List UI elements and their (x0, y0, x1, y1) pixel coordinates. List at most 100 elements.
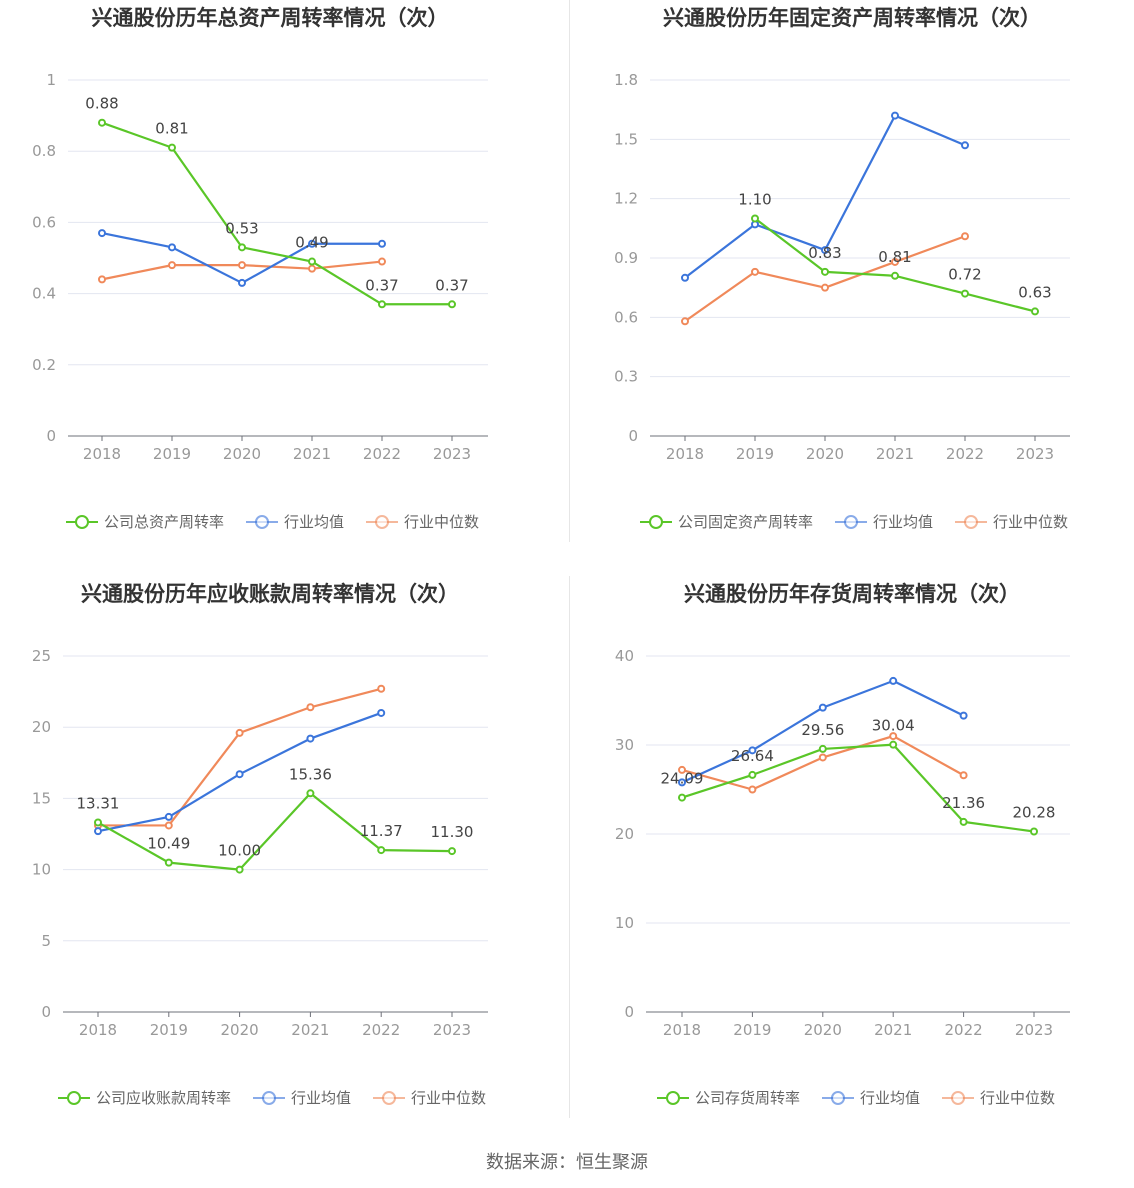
point-company (821, 267, 829, 276)
legend-swatch-marker (75, 515, 89, 529)
point-company (448, 847, 456, 856)
point-company (448, 300, 456, 309)
legend-swatch-marker (375, 515, 389, 529)
point-industry-median (818, 753, 827, 762)
y-tick-label: 0.6 (614, 308, 638, 326)
data-label-company: 13.31 (77, 794, 120, 812)
x-tick-label: 2020 (221, 1021, 259, 1039)
legend-swatch-marker (262, 1091, 276, 1105)
data-label-company: 26.64 (731, 747, 774, 765)
point-industry-avg (164, 812, 173, 821)
point-industry-median (168, 261, 176, 270)
data-label-company: 10.49 (147, 835, 190, 853)
data-source-note: 数据来源：恒生聚源 (486, 1152, 648, 1173)
x-tick-label: 2022 (945, 1021, 983, 1039)
legend-label: 行业均值 (873, 513, 933, 531)
legend-item-company: 公司总资产周转率 (66, 513, 224, 531)
y-tick-label: 0 (624, 1003, 634, 1021)
point-company (168, 143, 176, 152)
data-label-company: 11.30 (431, 823, 474, 841)
y-tick-label: 0 (628, 427, 638, 445)
legend-label: 行业中位数 (411, 1089, 486, 1107)
data-label-company: 0.37 (365, 276, 398, 294)
legend-label: 行业均值 (284, 513, 344, 531)
point-industry-avg (891, 111, 899, 120)
point-industry-median (748, 785, 757, 794)
point-company (818, 744, 827, 753)
point-industry-median (306, 703, 315, 712)
point-industry-avg (961, 141, 969, 150)
chart-title: 兴通股份历年固定资产周转率情况（次） (663, 6, 1041, 30)
y-tick-label: 20 (32, 718, 51, 736)
point-industry-avg (238, 278, 246, 287)
panel-divider-bottom (569, 576, 570, 1118)
point-industry-avg (959, 711, 968, 720)
chart-panel-fixed-asset-turnover: 兴通股份历年固定资产周转率情况（次） 0 0.3 0.6 0.9 1.2 1.5 1.8 201… (567, 0, 1134, 576)
legend-label: 行业中位数 (404, 513, 479, 531)
point-industry-avg (94, 827, 102, 836)
data-label-company: 0.37 (435, 276, 468, 294)
point-industry-median (889, 732, 898, 741)
legend-item-company: 公司存货周转率 (657, 1089, 800, 1107)
legend-swatch-marker (666, 1091, 680, 1105)
x-tick-label: 2019 (733, 1021, 771, 1039)
legend-item-company: 公司应收账款周转率 (58, 1089, 231, 1107)
x-tick-label: 2020 (223, 445, 261, 463)
data-label-company: 0.81 (878, 248, 911, 266)
series-line-industry-avg (101, 232, 382, 285)
x-tick-label: 2021 (876, 445, 914, 463)
x-tick-label: 2021 (874, 1021, 912, 1039)
legend-swatch-marker (382, 1091, 396, 1105)
y-tick-label: 40 (615, 647, 634, 665)
data-label-company: 21.36 (942, 794, 985, 812)
data-label-company: 24.09 (661, 770, 704, 788)
point-industry-median (821, 283, 829, 292)
legend-label: 行业中位数 (993, 513, 1068, 531)
x-tick-label: 2019 (150, 1021, 188, 1039)
x-tick-label: 2023 (1015, 1021, 1053, 1039)
point-industry-avg (818, 703, 827, 712)
y-tick-label: 1.8 (614, 71, 638, 89)
chart-svg-3: 兴通股份历年应收账款周转率情况（次） 0 5 10 15 20 25 2018 2019 2020… (32, 582, 488, 1107)
data-label-company: 11.37 (360, 822, 403, 840)
legend-label: 公司存货周转率 (695, 1089, 800, 1107)
point-industry-avg (889, 676, 898, 685)
point-industry-avg (306, 734, 315, 743)
data-label-company: 0.81 (155, 120, 188, 138)
legend-label: 公司应收账款周转率 (96, 1089, 231, 1107)
legend-item-industry-median: 行业中位数 (366, 513, 479, 531)
point-industry-avg (308, 239, 316, 248)
legend-label: 公司固定资产周转率 (678, 513, 813, 531)
point-company (94, 818, 102, 827)
x-tick-label: 2021 (293, 445, 331, 463)
series-line-company (681, 743, 1035, 833)
point-company (891, 271, 899, 280)
point-industry-median (308, 264, 316, 273)
point-company (889, 740, 898, 749)
data-label-company: 0.88 (85, 95, 118, 113)
data-label-company: 0.53 (225, 219, 258, 237)
point-company (751, 214, 759, 223)
y-tick-label: 1.2 (614, 190, 638, 208)
x-tick-label: 2020 (804, 1021, 842, 1039)
chart-panel-total-asset-turnover: 兴通股份历年总资产周转率情况（次） 0 0.2 0.4 0.6 0.8 1 2018 2019 2… (0, 0, 567, 576)
point-industry-median (164, 821, 173, 830)
legend-item-industry-avg: 行业均值 (835, 513, 933, 531)
legend-item-industry-median: 行业中位数 (942, 1089, 1055, 1107)
x-tick-label: 2022 (946, 445, 984, 463)
point-industry-median (959, 771, 968, 780)
x-tick-label: 2022 (362, 1021, 400, 1039)
legend-item-industry-avg: 行业均值 (253, 1089, 351, 1107)
point-industry-median (751, 267, 759, 276)
chart-panel-inventory-turnover: 兴通股份历年存货周转率情况（次） 0 10 20 30 40 2018 2019 2020 202… (567, 576, 1134, 1152)
y-tick-label: 20 (615, 825, 634, 843)
y-tick-label: 1 (46, 71, 56, 89)
chart-svg-2: 兴通股份历年固定资产周转率情况（次） 0 0.3 0.6 0.9 1.2 1.5 1.8 201… (614, 6, 1070, 531)
y-tick-label: 0.9 (614, 249, 638, 267)
legend-item-industry-median: 行业中位数 (955, 513, 1068, 531)
data-label-company: 0.49 (295, 234, 328, 252)
data-label-company: 30.04 (872, 717, 915, 735)
chart-title: 兴通股份历年总资产周转率情况（次） (92, 6, 449, 30)
point-company (238, 243, 246, 252)
